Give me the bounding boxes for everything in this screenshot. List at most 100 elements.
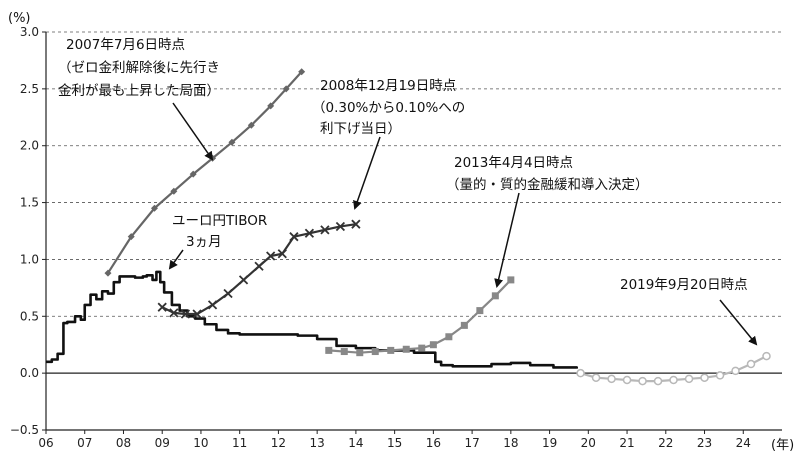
series-point [591,373,601,382]
series-point [189,170,197,178]
y-tick-labels: −0.5 0.0 0.5 1.0 1.5 2.0 2.5 3.0 [10,25,46,437]
series-point [267,102,275,110]
annotation-2007-line2: （ゼロ金利解除後に先行き [58,60,220,76]
series-point [157,302,167,312]
x-tick-label: 12 [271,436,286,450]
series-point [607,374,616,384]
x-tick-label: 22 [658,436,673,450]
series-point [460,321,468,329]
series-point [653,376,663,386]
y-tick-label: 2.5 [20,82,39,96]
annotation-2008-line1: 2008年12月19日時点 [320,78,456,94]
series-point [277,249,287,259]
x-tick-label: 10 [193,436,208,450]
x-tick-label: 08 [116,436,131,450]
series-point [150,204,158,212]
x-tick-label: 11 [232,436,247,450]
x-tick-label: 21 [619,436,634,450]
series-point [127,233,135,241]
series-point [507,276,515,284]
series-point [282,85,290,93]
series-point [238,275,249,285]
x-tick-label: 07 [77,436,92,450]
y-tick-label: 3.0 [20,25,39,39]
x-tick-label: 14 [348,436,363,450]
annotation-2013-line2: （量的・質的金融緩和導入決定） [446,177,649,193]
series-0 [46,270,578,369]
series-point [700,373,709,382]
series-point [304,228,315,238]
x-unit-label: (年) [771,438,794,453]
annotation-2008-line2: （0.30%から0.10%への [312,100,465,116]
series-point [402,345,410,353]
annotation-arrows [168,102,758,346]
series-point [228,138,236,146]
annotation-tibor: ユーロ円TIBOR 3ヵ月 [172,213,267,250]
y-tick-label: 0.0 [20,366,39,380]
series-point [351,219,361,229]
annotation-2019: 2019年9月20日時点 [620,277,748,293]
x-tick-label: 06 [38,436,53,450]
series-point [371,348,379,356]
x-tick-label: 24 [736,436,751,450]
series-point [445,333,453,341]
x-tick-label: 23 [697,436,712,450]
series-3 [325,276,515,357]
series-point [207,300,218,310]
annotation-2007-line1: 2007年7月6日時点 [66,37,185,53]
series-point [325,346,333,354]
series-point [254,261,264,271]
series-point [247,121,255,129]
arrow-2013 [494,192,520,288]
series-4 [576,351,771,386]
series-point [731,366,740,376]
series-point [576,368,585,378]
annotation-2019-line1: 2019年9月20日時点 [620,277,748,293]
y-tick-label: 2.0 [20,139,39,153]
axes [45,32,782,431]
annotation-2008: 2008年12月19日時点 （0.30%から0.10%への 利下げ当日） [312,78,465,137]
arrow-2008 [353,136,381,210]
arrow-2007 [172,102,214,161]
x-tick-label: 19 [542,436,557,450]
series-point [335,221,346,232]
y-tick-label: −0.5 [10,423,39,437]
series-point [762,351,771,361]
series-point [289,232,299,242]
series-point [356,349,364,357]
x-tick-label: 20 [581,436,596,450]
series-point [476,307,484,315]
x-tick-label: 15 [387,436,402,450]
series-point [170,187,178,195]
x-tick-label: 18 [503,436,518,450]
annotation-tibor-line2: 3ヵ月 [186,234,222,250]
series-point [429,341,437,349]
series-layer [46,68,771,386]
annotation-2007-line3: 金利が最も上昇した局面） [58,83,220,99]
y-unit-label: (%) [8,11,31,26]
x-tick-label: 16 [426,436,441,450]
annotation-tibor-line1: ユーロ円TIBOR [172,213,267,229]
series-point [669,375,678,385]
y-tick-label: 1.0 [20,252,39,266]
annotation-2013-line1: 2013年4月4日時点 [454,155,573,171]
arrow-2019 [719,299,758,346]
series-2 [157,219,361,319]
y-tick-label: 1.5 [20,196,39,210]
series-point [266,251,276,261]
series-point [192,309,202,319]
x-tick-labels: 06 07 08 09 10 11 12 13 14 15 16 17 18 19 20 21 22 23 24 [38,430,751,450]
series-point [638,376,647,386]
series-line [46,270,578,369]
x-tick-label: 17 [464,436,479,450]
series-point [715,371,725,380]
y-tick-label: 0.5 [20,309,39,323]
annotation-2007: 2007年7月6日時点 （ゼロ金利解除後に先行き 金利が最も上昇した局面） [58,37,220,99]
series-point [418,344,426,352]
series-point [684,374,694,384]
x-tick-label: 09 [155,436,170,450]
series-point [223,288,233,299]
x-tick-label: 13 [310,436,325,450]
series-point [340,348,348,356]
